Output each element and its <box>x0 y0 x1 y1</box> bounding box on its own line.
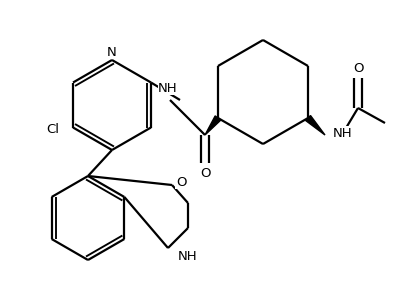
Text: NH: NH <box>178 250 198 262</box>
Text: NH: NH <box>333 126 353 139</box>
Text: O: O <box>354 62 364 74</box>
Polygon shape <box>306 116 325 135</box>
Polygon shape <box>205 116 221 135</box>
Text: NH: NH <box>158 82 178 95</box>
Text: N: N <box>107 45 117 59</box>
Text: O: O <box>200 166 210 179</box>
Text: O: O <box>176 176 186 189</box>
Text: Cl: Cl <box>47 123 60 136</box>
